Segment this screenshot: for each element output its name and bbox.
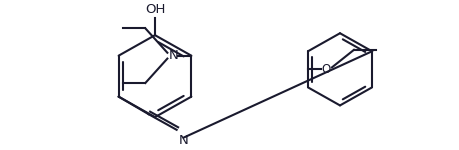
Text: N: N — [168, 49, 178, 62]
Text: N: N — [178, 134, 188, 147]
Text: OH: OH — [145, 3, 165, 16]
Text: O: O — [321, 63, 330, 76]
